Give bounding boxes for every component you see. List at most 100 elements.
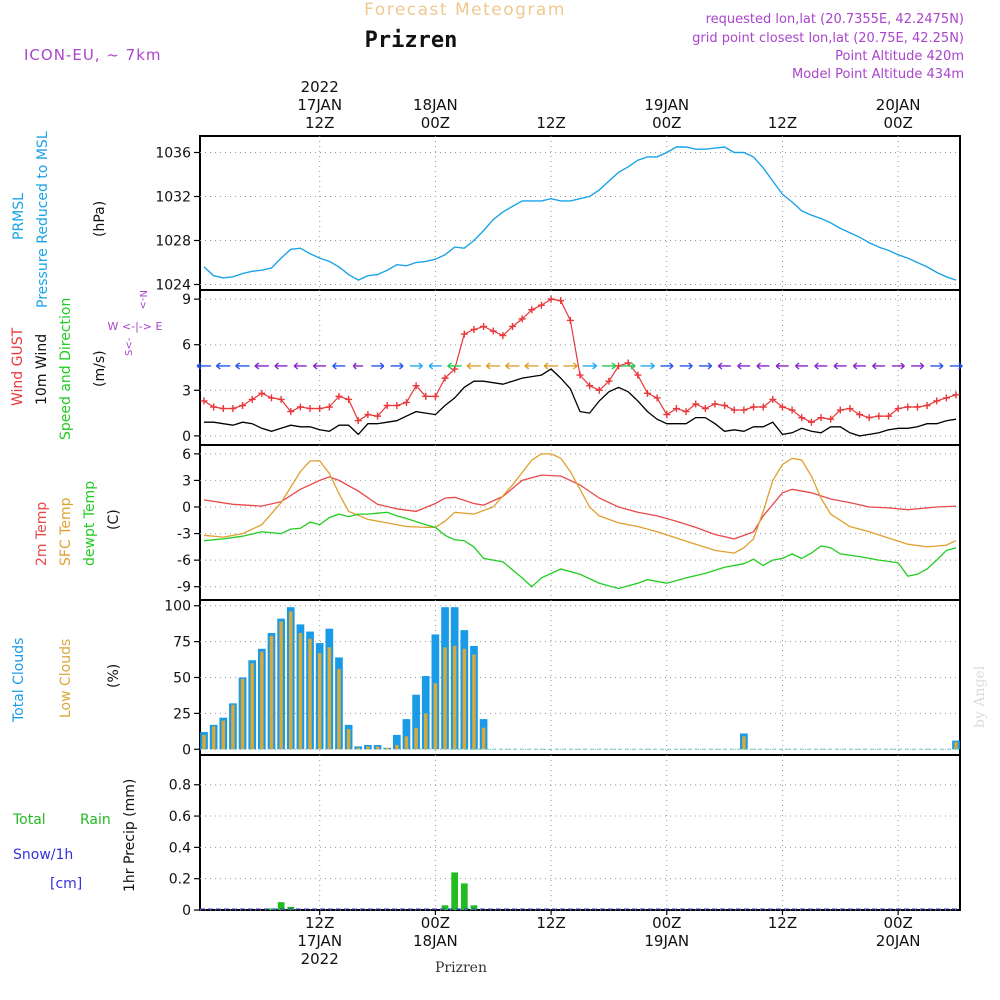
gust-point [325,403,333,411]
low-cloud-bar [433,683,438,750]
wind-arrow [428,362,442,370]
gust-point [287,408,295,416]
wind-arrow [505,362,520,370]
gust-point [518,315,526,323]
panel-axes: 1024 1028 1032 1036 0 3 6 9 -9 -6 -3 0 3 6 0 25 50 75 100 0… [155,146,200,919]
low-cloud-bar [298,633,303,750]
low-cloud-bar [443,647,447,750]
low-cloud-bar [424,713,428,750]
gust-point [894,405,902,413]
y-tick-label: 6 [182,447,191,463]
low-cloud-bar [308,638,312,750]
gust-point [740,406,748,414]
wind-arrow [215,362,231,370]
y-tick-label: 0 [182,500,191,516]
gust-point [557,297,565,305]
t2m-line [203,474,957,540]
y-tick-label: 0 [182,429,191,445]
info-requested: requested lon,lat (20.7355E, 42.2475N) [706,12,964,27]
wind-arrow [352,362,364,370]
low-cloud-bar [211,726,216,750]
info-gridpoint: grid point closest lon,lat (20.75E, 42.2… [692,31,964,46]
time-label-top: 12Z [305,114,334,132]
time-axis: 202217JAN12Z12Z17JAN202218JAN00Z00Z18JAN… [297,78,920,968]
wind-arrow [390,362,404,370]
low-cloud-bar [221,720,226,750]
total-cloud-bar [421,676,430,750]
label-wind-gust: Wind GUST [10,327,26,406]
y-tick-label: -9 [177,580,191,596]
low-cloud-bar [954,742,958,750]
time-label-top: 19JAN [644,96,689,114]
gust-point [663,411,671,419]
y-tick-label: 0.6 [169,809,191,825]
gust-point [364,411,372,419]
panel-frame-precip [199,754,961,911]
y-tick-label: 0 [182,742,191,758]
time-label-bottom: 18JAN [413,932,458,950]
gust-point [672,405,680,413]
wind-arrow [254,362,269,370]
label-pressure-name: Pressure Reduced to MSL [35,131,51,308]
y-tick-label: 1024 [155,278,191,294]
low-cloud-bar [414,727,418,750]
gust-point [480,322,488,330]
label-dew: dewpt Temp [82,481,98,566]
gust-point [509,322,517,330]
low-cloud-bar [395,744,399,750]
y-tick-label: 0.8 [169,778,191,794]
time-label-bottom: 20JAN [876,932,921,950]
gust-point [258,389,266,397]
model-label: ICON-EU, ~ 7km [24,46,162,64]
time-label-top: 20JAN [876,96,921,114]
rain-bar [277,902,285,910]
rain-bar [470,905,478,910]
gust-point [827,415,835,423]
low-cloud-bar [346,729,351,750]
time-label-bottom: 12Z [305,914,334,932]
wind-arrow [466,362,481,370]
gust-point [451,365,459,373]
wind-arrow [601,362,617,370]
gust-point [692,400,700,408]
wind-arrow [563,362,578,370]
y-tick-label: 3 [182,473,191,489]
wind-arrow [640,362,655,370]
label-precip-axis: 1hr Precip (mm) [122,779,138,892]
gust-point [345,395,353,403]
low-cloud-bar [240,678,245,750]
gust-point [807,418,815,426]
gust-point [865,414,873,422]
y-tick-label: 6 [182,338,191,354]
low-cloud-bar [375,746,380,750]
wind-arrow [949,362,963,370]
y-tick-label: 25 [173,706,191,722]
y-tick-label: -3 [177,527,191,543]
y-tick-label: 1032 [155,190,191,206]
panel-frame-pressure [199,135,961,291]
label-pressure-unit: (hPa) [92,201,108,237]
low-cloud-bar [279,621,283,750]
total-cloud-bar [412,694,420,750]
y-tick-label: 3 [182,383,191,399]
rain-bar [287,906,295,910]
panel-grids [200,136,960,911]
low-cloud-bar [462,648,467,750]
y-tick-label: 1036 [155,146,191,162]
location-title: Prizren [365,28,458,53]
rain-bar [441,905,449,910]
y-tick-label: 75 [173,635,191,651]
gust-point [489,327,497,335]
wind-arrow [717,362,731,370]
compass-s: S<- [124,337,135,356]
gust-point [374,412,382,420]
wind-line [204,368,957,437]
wind-arrow [660,362,674,370]
time-label-bottom: 17JAN [297,932,342,950]
gust-point [422,392,430,400]
gust-point [788,406,796,414]
gust-point [923,401,931,409]
gust-point [615,362,623,370]
wind-arrow [794,362,809,370]
label-wind-dir: Speed and Direction [58,298,74,440]
